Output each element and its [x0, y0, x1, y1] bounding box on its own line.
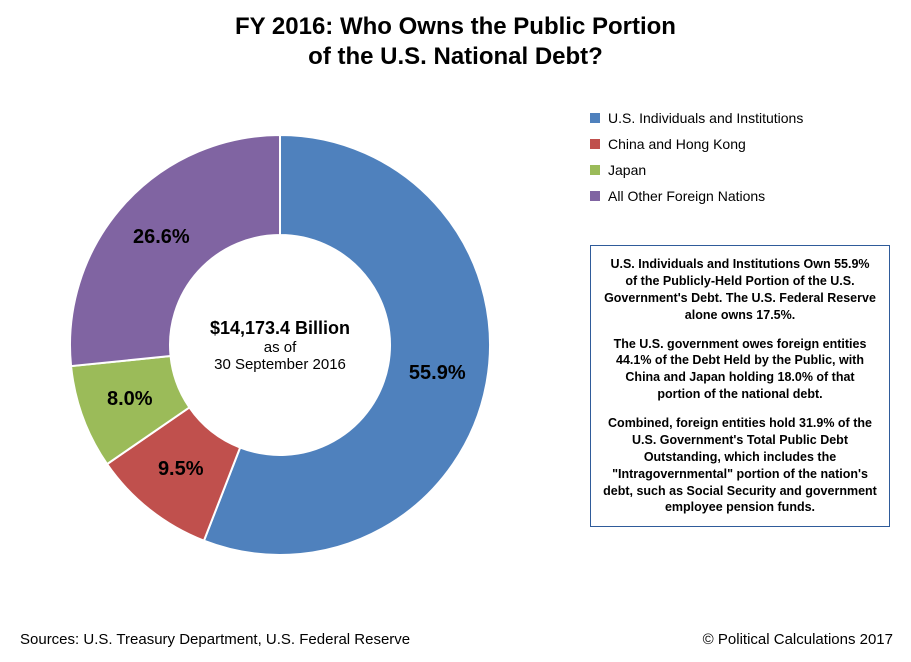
legend-label: All Other Foreign Nations — [608, 188, 765, 204]
legend-swatch — [590, 165, 600, 175]
copyright-text: © Political Calculations 2017 — [703, 631, 893, 648]
legend-swatch — [590, 113, 600, 123]
info-box: U.S. Individuals and Institutions Own 55… — [590, 245, 890, 527]
slice-percent-label: 55.9% — [402, 362, 472, 385]
center-line-3: 30 September 2016 — [214, 356, 346, 373]
info-paragraph: The U.S. government owes foreign entitie… — [603, 336, 877, 404]
center-line-2: as of — [264, 339, 297, 356]
legend-item: Japan — [590, 162, 890, 178]
legend-label: U.S. Individuals and Institutions — [608, 110, 803, 126]
legend-swatch — [590, 139, 600, 149]
info-paragraph: Combined, foreign entities hold 31.9% of… — [603, 415, 877, 516]
chart-title: FY 2016: Who Owns the Public Portion of … — [0, 0, 911, 72]
legend-item: U.S. Individuals and Institutions — [590, 110, 890, 126]
slice-percent-label: 26.6% — [126, 226, 196, 249]
donut-center: $14,173.4 Billion as of 30 September 201… — [40, 105, 520, 585]
legend-item: All Other Foreign Nations — [590, 188, 890, 204]
slice-percent-label: 9.5% — [146, 458, 216, 481]
legend-swatch — [590, 191, 600, 201]
center-amount: $14,173.4 Billion — [210, 318, 350, 339]
legend-label: China and Hong Kong — [608, 136, 746, 152]
slice-percent-label: 8.0% — [95, 388, 165, 411]
legend-label: Japan — [608, 162, 646, 178]
title-line-2: of the U.S. National Debt? — [0, 42, 911, 72]
title-line-1: FY 2016: Who Owns the Public Portion — [0, 12, 911, 42]
legend: U.S. Individuals and Institutions China a… — [590, 110, 890, 214]
donut-chart: $14,173.4 Billion as of 30 September 201… — [40, 105, 520, 585]
sources-text: Sources: U.S. Treasury Department, U.S. … — [20, 631, 410, 648]
legend-item: China and Hong Kong — [590, 136, 890, 152]
info-paragraph: U.S. Individuals and Institutions Own 55… — [603, 256, 877, 324]
